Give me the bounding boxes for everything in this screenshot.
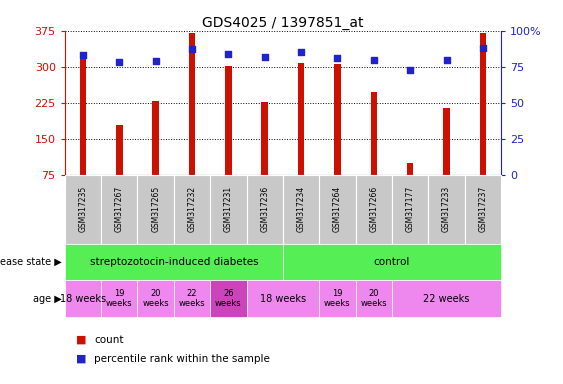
Text: GSM317264: GSM317264 [333, 186, 342, 232]
Point [333, 55, 342, 61]
Text: age ▶: age ▶ [33, 293, 62, 304]
Point [297, 49, 306, 55]
Text: GSM317267: GSM317267 [115, 186, 124, 232]
Text: ■: ■ [76, 354, 87, 364]
Text: 18 weeks: 18 weeks [260, 293, 306, 304]
Text: 19
weeks: 19 weeks [324, 289, 351, 308]
Bar [370, 92, 377, 175]
Bar [480, 33, 486, 175]
Text: GSM317266: GSM317266 [369, 186, 378, 232]
Text: GSM317235: GSM317235 [78, 186, 87, 232]
Bar [407, 163, 413, 175]
Bar [116, 125, 123, 175]
Bar [298, 63, 305, 175]
Text: GSM317232: GSM317232 [187, 186, 196, 232]
Text: GSM317177: GSM317177 [406, 186, 415, 232]
Bar [261, 102, 268, 175]
Point [115, 59, 124, 65]
Bar [153, 101, 159, 175]
Text: percentile rank within the sample: percentile rank within the sample [94, 354, 270, 364]
Point [151, 58, 160, 64]
Bar [334, 64, 341, 175]
Text: disease state ▶: disease state ▶ [0, 257, 62, 267]
Text: 20
weeks: 20 weeks [142, 289, 169, 308]
Title: GDS4025 / 1397851_at: GDS4025 / 1397851_at [202, 16, 364, 30]
Text: 26
weeks: 26 weeks [215, 289, 242, 308]
Point [78, 52, 87, 58]
Text: 20
weeks: 20 weeks [360, 289, 387, 308]
Text: GSM317265: GSM317265 [151, 186, 160, 232]
Text: GSM317236: GSM317236 [260, 186, 269, 232]
Text: control: control [374, 257, 410, 267]
Text: 19
weeks: 19 weeks [106, 289, 133, 308]
Bar [443, 108, 450, 175]
Text: GSM317233: GSM317233 [442, 186, 451, 232]
Bar [189, 33, 195, 175]
Text: GSM317234: GSM317234 [297, 186, 306, 232]
Text: 18 weeks: 18 weeks [60, 293, 106, 304]
Point [442, 56, 451, 63]
Bar [79, 56, 86, 175]
Text: 22
weeks: 22 weeks [178, 289, 205, 308]
Text: 22 weeks: 22 weeks [423, 293, 470, 304]
Point [406, 66, 415, 73]
Text: GSM317237: GSM317237 [479, 186, 488, 232]
Point [369, 56, 378, 63]
Bar [225, 66, 231, 175]
Text: ■: ■ [76, 335, 87, 345]
Point [187, 46, 196, 53]
Point [479, 45, 488, 51]
Point [224, 51, 233, 57]
Text: streptozotocin-induced diabetes: streptozotocin-induced diabetes [90, 257, 258, 267]
Text: count: count [94, 335, 123, 345]
Point [260, 53, 269, 60]
Text: GSM317231: GSM317231 [224, 186, 233, 232]
